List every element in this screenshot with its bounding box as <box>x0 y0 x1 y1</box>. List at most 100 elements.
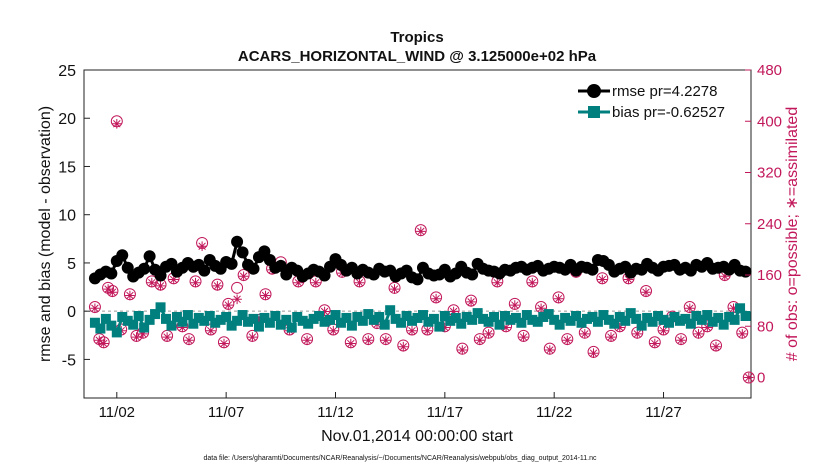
bias-point <box>95 323 106 334</box>
obs-assimilated-point <box>354 277 365 288</box>
bias-point <box>740 311 751 321</box>
obs-assimilated-point <box>197 241 207 251</box>
bias-point <box>139 322 150 333</box>
obs-assimilated-point <box>501 322 511 333</box>
bias-point <box>368 314 379 325</box>
obs-assimilated-point <box>398 341 409 352</box>
y-tick-right-label: 480 <box>757 62 782 79</box>
obs-possible-point <box>231 281 244 294</box>
bias-point <box>264 317 275 328</box>
y-axis-label-left: rmse and bias (model - observation) <box>37 106 54 362</box>
bias-point <box>691 311 702 321</box>
obs-assimilated-point <box>623 274 634 285</box>
bias-point <box>532 316 543 327</box>
bias-point <box>696 314 707 325</box>
bias-point <box>281 314 292 325</box>
y-tick-right-label: 0 <box>757 370 765 387</box>
rmse-point <box>236 246 249 259</box>
legend-box <box>571 77 745 123</box>
obs-assimilated-point <box>632 329 643 339</box>
rmse-point <box>231 235 244 248</box>
bias-point <box>499 311 510 321</box>
y-tick-left-label: 10 <box>58 208 76 225</box>
bias-point <box>352 311 363 322</box>
bias-point <box>204 311 215 321</box>
obs-assimilated-point <box>407 325 417 336</box>
chart-subtitle: ACARS_HORIZONTAL_WIND @ 3.125000e+02 hPa <box>238 48 597 65</box>
y-tick-left-label: -5 <box>62 352 76 369</box>
y-tick-right-label: 400 <box>757 113 782 130</box>
obs-assimilated-point <box>737 329 748 339</box>
bias-point <box>565 315 576 326</box>
obs-assimilated-point <box>238 271 249 282</box>
bias-point <box>549 314 560 325</box>
bias-point <box>483 316 494 327</box>
bias-point <box>243 316 254 327</box>
obs-assimilated-point <box>483 329 494 339</box>
rmse-point <box>138 262 151 275</box>
obs-assimilated-point <box>650 338 660 349</box>
bias-point <box>226 320 237 331</box>
bias-point <box>521 310 532 321</box>
bias-point <box>478 313 489 324</box>
obs-assimilated-point <box>319 306 330 317</box>
x-tick-label: 11/22 <box>536 404 572 421</box>
bias-point <box>210 317 221 328</box>
bias-point <box>445 315 456 326</box>
obs-assimilated-point <box>125 290 135 301</box>
obs-assimilated-point <box>728 303 739 314</box>
obs-assimilated-point <box>711 341 721 352</box>
obs-assimilated-point <box>168 274 179 285</box>
obs-assimilated-point <box>232 294 242 305</box>
bias-point <box>232 315 243 326</box>
obs-assimilated-point <box>720 271 730 282</box>
bias-point <box>647 316 658 327</box>
bias-point <box>330 310 341 321</box>
bias-point <box>325 314 336 325</box>
bias-point <box>527 314 538 325</box>
obs-assimilated-point <box>328 325 339 336</box>
bias-point <box>308 313 319 324</box>
obs-assimilated-point <box>597 274 608 285</box>
bias-point <box>363 309 374 320</box>
obs-assimilated-point <box>98 338 109 349</box>
bias-point <box>166 320 177 331</box>
obs-assimilated-point <box>553 293 564 304</box>
obs-assimilated-point <box>527 277 538 288</box>
y-tick-right-label: 240 <box>757 216 782 233</box>
rmse-point <box>318 269 331 282</box>
bias-point <box>111 327 122 338</box>
legend: rmse pr=4.2278 bias pr=-0.62527 <box>571 77 745 123</box>
obs-assimilated-point <box>658 325 669 336</box>
bias-point <box>100 313 111 324</box>
bias-point <box>658 314 669 325</box>
bias-point <box>89 317 100 328</box>
bias-point <box>560 312 571 323</box>
x-tick-label: 11/12 <box>317 404 353 421</box>
bias-point <box>357 315 368 326</box>
rmse-point <box>411 273 424 286</box>
bias-point <box>554 319 565 330</box>
bias-point <box>581 313 592 324</box>
bias-point <box>603 314 614 325</box>
bias-point <box>390 313 401 324</box>
obs-assimilated-point <box>247 332 258 342</box>
bias-point <box>221 311 232 322</box>
bias-point <box>642 312 653 323</box>
obs-assimilated-point <box>212 281 223 291</box>
bias-point <box>707 316 718 327</box>
bias-point <box>494 319 505 330</box>
bias-point <box>417 310 428 321</box>
obs-assimilated-point <box>190 277 201 288</box>
obs-assimilated-point <box>440 322 450 333</box>
bias-point <box>614 311 625 322</box>
bias-point <box>106 320 117 331</box>
bias-point <box>171 311 182 322</box>
bias-point <box>193 312 204 323</box>
obs-assimilated-point <box>155 281 166 291</box>
obs-assimilated-point <box>112 119 122 129</box>
obs-assimilated-point <box>363 335 374 346</box>
rmse-point <box>586 263 599 276</box>
obs-assimilated-point <box>311 277 321 288</box>
tick-layer: -5 0 5 10 15 20 25 0 80 160 240 320 400 480 11/02 11/07… <box>58 62 782 421</box>
